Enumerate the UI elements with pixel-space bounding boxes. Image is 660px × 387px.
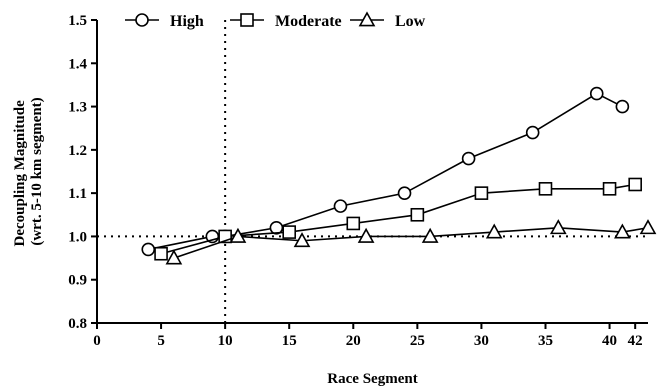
legend-item-low: Low <box>350 11 426 30</box>
x-tick-label: 10 <box>218 333 233 349</box>
data-point-low <box>421 227 439 243</box>
data-point-moderate <box>282 225 297 239</box>
data-point-high <box>269 220 284 235</box>
series-group <box>141 86 657 265</box>
legend-label-low: Low <box>395 13 426 30</box>
data-point-high <box>461 151 476 166</box>
x-tick-label: 0 <box>93 333 101 349</box>
data-point-low <box>357 227 375 243</box>
axes: 0.8 0.9 1.0 1.1 1.2 1.3 1.4 1.5 0 5 10 15 20 25 30 35 40… <box>68 13 648 349</box>
data-point-low <box>485 223 503 239</box>
data-point-high <box>615 99 630 114</box>
y-tick-label: 0.8 <box>68 316 87 332</box>
x-tick-label: 20 <box>346 333 361 349</box>
series-low <box>165 219 657 265</box>
y-tick-label: 1.5 <box>68 13 87 29</box>
legend-item-moderate: Moderate <box>230 13 342 30</box>
y-tick-label: 1.1 <box>68 186 87 202</box>
x-tick-label: 42 <box>628 333 643 349</box>
x-tick-label: 30 <box>474 333 489 349</box>
series-moderate <box>154 177 642 261</box>
x-tick-label: 40 <box>602 333 617 349</box>
reference-lines <box>97 20 648 323</box>
legend-label-moderate: Moderate <box>275 13 342 30</box>
y-axis-label-line-2: (wrt. 5-10 km segment) <box>29 97 45 245</box>
data-point-moderate <box>602 182 617 196</box>
x-tick-label: 25 <box>410 333 425 349</box>
data-point-low <box>614 223 631 239</box>
data-point-high <box>141 242 156 257</box>
y-tick-label: 1.3 <box>68 100 87 116</box>
x-axis-label: Race Segment <box>327 371 417 387</box>
data-point-low <box>229 227 247 243</box>
legend-marker-moderate <box>240 13 254 27</box>
y-tick-label: 0.9 <box>68 273 87 289</box>
y-axis-label-line-1: Decoupling Magnitude <box>12 100 28 247</box>
data-point-low <box>165 249 183 265</box>
data-point-moderate <box>154 246 168 261</box>
data-point-low <box>639 219 657 235</box>
legend-item-high: High <box>125 13 204 30</box>
data-point-high <box>589 86 604 101</box>
data-point-moderate <box>628 177 642 192</box>
data-point-moderate <box>538 182 553 196</box>
data-point-moderate <box>346 216 361 231</box>
legend-marker-high <box>135 13 149 27</box>
series-high-line <box>148 92 623 251</box>
legend-label-high: High <box>170 13 204 30</box>
data-point-moderate <box>474 186 489 200</box>
y-tick-label: 1.0 <box>68 229 87 245</box>
x-tick-label: 15 <box>282 333 297 349</box>
data-point-moderate <box>410 207 425 222</box>
data-point-low <box>293 232 311 248</box>
data-point-low <box>549 219 567 235</box>
x-tick-label: 5 <box>157 333 165 349</box>
legend-marker-low <box>358 11 376 27</box>
data-point-high <box>525 125 540 140</box>
legend: High Moderate Low <box>125 11 426 30</box>
x-tick-label: 35 <box>538 333 553 349</box>
y-tick-label: 1.2 <box>68 143 87 159</box>
data-point-high <box>333 199 348 213</box>
data-point-high <box>397 186 412 200</box>
y-axis-label: Decoupling Magnitude (wrt. 5-10 km segme… <box>12 96 45 246</box>
y-tick-label: 1.4 <box>68 56 87 72</box>
